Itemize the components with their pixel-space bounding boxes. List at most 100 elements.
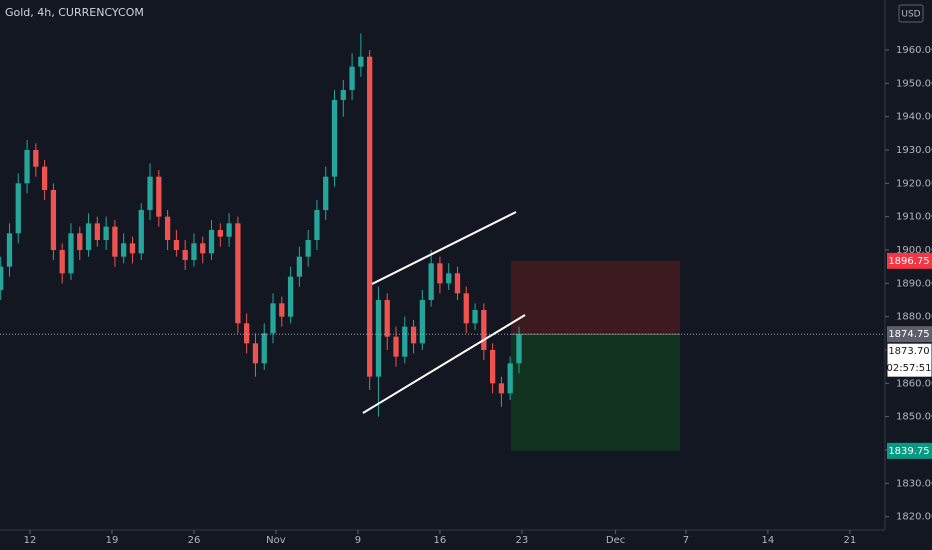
candle-body (244, 323, 250, 344)
candle-body (41, 166, 48, 190)
y-tick-label: 1900.00 (896, 245, 932, 256)
candle-body (507, 363, 513, 394)
candle-body (191, 243, 197, 260)
candle-body (419, 300, 425, 344)
candle-body (226, 223, 232, 237)
candle-body (164, 216, 171, 240)
candle-body (33, 150, 39, 167)
candle-body (349, 66, 355, 90)
x-tick-label: 26 (188, 535, 201, 546)
candle-body (516, 334, 522, 364)
candle-body (217, 230, 223, 237)
candle-body (489, 350, 496, 384)
candle-body (0, 266, 4, 290)
entry-label: 1874.75 (888, 329, 929, 340)
candle-body (208, 230, 215, 254)
x-tick-label: 14 (762, 535, 775, 546)
candle-body (446, 273, 452, 284)
candle-body (314, 210, 320, 240)
candle-body (498, 383, 505, 394)
y-tick-label: 1950.00 (896, 78, 932, 89)
candle-body (173, 240, 180, 250)
candle-body (138, 210, 144, 254)
candle-body (358, 56, 364, 67)
candle-body (200, 243, 206, 254)
y-tick-label: 1830.00 (896, 478, 932, 489)
candle-body (323, 176, 329, 210)
stop-label: 1896.75 (888, 256, 929, 267)
channel-lower (362, 314, 526, 414)
y-tick-label: 1920.00 (896, 178, 932, 189)
candle-body (147, 176, 153, 210)
x-tick-label: 16 (434, 535, 447, 546)
candle-body (393, 336, 399, 357)
candle-body (68, 233, 74, 274)
candle-body (121, 243, 127, 257)
candle-body (463, 293, 469, 324)
candle-body (287, 276, 294, 317)
x-tick-label: 21 (843, 535, 856, 546)
candle-body (103, 226, 109, 240)
plot-area (0, 33, 680, 451)
y-tick-label: 1860.00 (896, 378, 932, 389)
candle-body (402, 326, 408, 357)
candle-body (472, 310, 478, 324)
y-tick-label: 1960.00 (896, 45, 932, 56)
candle-body (270, 303, 276, 334)
candle-body (129, 243, 136, 254)
candle-body (182, 250, 188, 260)
x-tick-label: 19 (106, 535, 119, 546)
x-tick-label: Dec (606, 535, 625, 546)
stop-label-bg (887, 252, 932, 269)
bid-label-bg (886, 342, 932, 378)
candle-body (367, 56, 373, 377)
candle-body (94, 223, 100, 240)
target-label: 1839.75 (888, 446, 929, 457)
candle-body (428, 263, 434, 300)
x-tick-label: 9 (355, 535, 361, 546)
chart-title: Gold, 4h, CURRENCYCOM (5, 6, 144, 19)
x-tick-label: 12 (24, 535, 37, 546)
candle-body (454, 273, 461, 294)
countdown-label: 02:57:51 (887, 363, 932, 374)
y-tick-label: 1910.00 (896, 212, 932, 223)
x-tick-label: 23 (516, 535, 529, 546)
channel-upper (371, 211, 517, 285)
candle-body (437, 263, 443, 284)
candle-body (305, 240, 311, 257)
candle-body (24, 150, 30, 184)
candle-body (384, 300, 390, 337)
bid-label: 1873.70 (888, 346, 929, 357)
candle-body (77, 233, 83, 250)
candle-body (235, 223, 241, 324)
candle-body (340, 90, 346, 100)
candle-body (15, 183, 21, 234)
y-tick-label: 1820.00 (896, 512, 932, 523)
currency-label[interactable]: USD (901, 10, 920, 20)
candle-body (85, 223, 92, 250)
entry-label-bg (887, 326, 932, 343)
currency-button[interactable] (898, 4, 924, 23)
candle-body (6, 233, 13, 267)
candle-body (296, 256, 303, 277)
candle-body (156, 176, 162, 217)
candle-body (481, 310, 487, 350)
candle-body (331, 100, 338, 177)
candle-body (279, 303, 285, 317)
candle-body (59, 250, 65, 274)
candle-body (410, 326, 417, 344)
stop-zone (511, 260, 680, 335)
y-tick-label: 1940.00 (896, 112, 932, 123)
candle-body (261, 333, 267, 364)
y-tick-label: 1890.00 (896, 278, 932, 289)
x-tick-label: Nov (266, 535, 286, 546)
x-tick-label: 7 (683, 535, 689, 546)
y-tick-label: 1850.00 (896, 412, 932, 423)
y-tick-label: 1930.00 (896, 145, 932, 156)
candle-body (252, 343, 259, 364)
candle-body (375, 300, 382, 377)
candle-body (112, 226, 118, 257)
target-zone (511, 334, 680, 451)
